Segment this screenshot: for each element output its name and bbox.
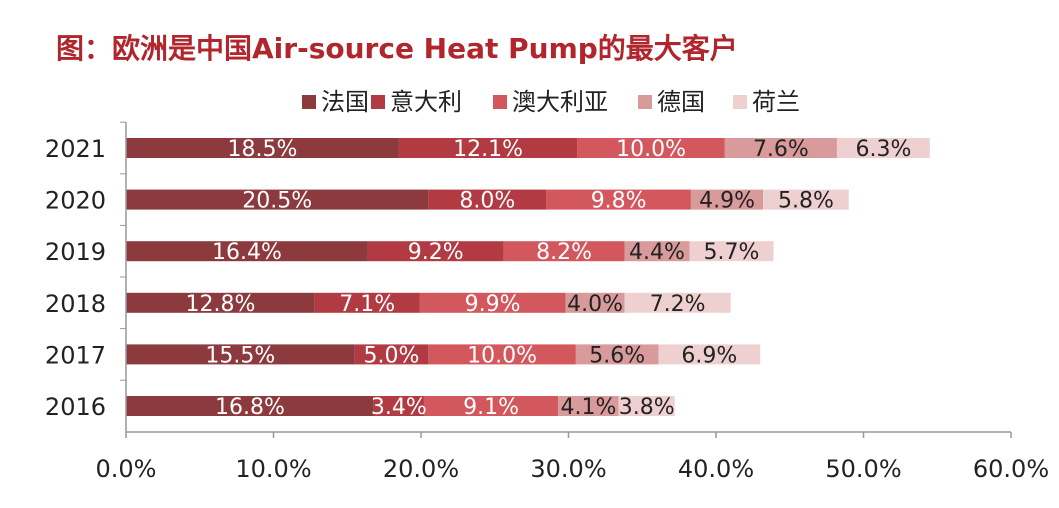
- x-tick-label-6: 60.0%: [973, 455, 1049, 483]
- bar-2019-series-4: [624, 241, 690, 262]
- legend-label-4: 德国: [657, 88, 705, 116]
- chart-title: 图：欧洲是中国Air-source Heat Pump的最大客户: [56, 32, 738, 65]
- data-labels-group: 18.5% 12.1% 10.0% 7.6% 6.3% 20.5% 8.0% 9.8% 4.9%…: [185, 137, 911, 420]
- bar-2020-series-1: [126, 189, 429, 210]
- data-label-2020-series-5: 5.8%: [778, 189, 834, 214]
- data-label-2019-series-5: 5.7%: [704, 240, 760, 265]
- data-label-2020-series-2: 8.0%: [459, 189, 515, 214]
- bar-2017-series-4: [575, 344, 659, 365]
- bar-2021-series-4: [724, 138, 837, 158]
- bar-2019-series-1: [126, 241, 368, 262]
- x-tick-label-0: 0.0%: [96, 455, 157, 483]
- category-label-2016: 2016: [45, 393, 106, 421]
- data-label-2018-series-3: 9.9%: [465, 292, 521, 317]
- data-label-2017-series-3: 10.0%: [467, 343, 537, 368]
- bar-2017-series-3: [428, 344, 576, 365]
- bar-2020-series-5: [763, 189, 849, 210]
- x-tick-label-1: 10.0%: [235, 455, 311, 483]
- x-tick-label-3: 30.0%: [530, 455, 606, 483]
- data-label-2018-series-5: 7.2%: [650, 292, 706, 317]
- data-label-2019-series-2: 9.2%: [408, 240, 464, 265]
- bar-2018-series-3: [419, 292, 566, 313]
- data-label-2020-series-4: 4.9%: [699, 189, 755, 214]
- bar-2018-series-2: [314, 292, 420, 313]
- bar-2021-series-1: [126, 138, 399, 158]
- category-label-2017: 2017: [45, 341, 106, 369]
- bar-2020-series-2: [428, 189, 547, 210]
- data-label-2017-series-2: 5.0%: [364, 343, 420, 368]
- data-label-2018-series-2: 7.1%: [339, 292, 395, 317]
- bar-2018-series-1: [126, 292, 315, 313]
- data-label-2016-series-4: 4.1%: [560, 395, 616, 420]
- bars-group: [126, 138, 930, 416]
- legend-swatch-4: [638, 95, 652, 109]
- legend: 法国 意大利 澳大利亚 德国 荷兰: [302, 88, 800, 116]
- x-tick-label-2: 20.0%: [383, 455, 459, 483]
- bar-2021-series-3: [577, 138, 725, 158]
- data-label-2019-series-1: 16.4%: [212, 240, 282, 265]
- legend-label-3: 澳大利亚: [512, 88, 608, 116]
- legend-swatch-1: [302, 95, 316, 109]
- bar-2021-series-5: [836, 138, 930, 158]
- category-label-2021: 2021: [45, 135, 106, 163]
- x-tick-label-4: 40.0%: [678, 455, 754, 483]
- data-label-2016-series-3: 9.1%: [463, 395, 519, 420]
- bar-2020-series-3: [546, 189, 691, 210]
- bar-2018-series-5: [624, 292, 731, 313]
- bar-2016-series-2: [373, 396, 424, 416]
- bar-2016-series-3: [423, 396, 559, 416]
- data-label-2021-series-5: 6.3%: [855, 137, 911, 162]
- data-label-2020-series-3: 9.8%: [591, 189, 647, 214]
- category-label-2018: 2018: [45, 290, 106, 318]
- data-label-2017-series-1: 15.5%: [205, 343, 275, 368]
- bar-2017-series-1: [126, 344, 355, 365]
- category-label-2019: 2019: [45, 238, 106, 266]
- data-label-2016-series-5: 3.8%: [619, 395, 675, 420]
- bar-2016-series-1: [126, 396, 374, 416]
- bar-2020-series-4: [690, 189, 764, 210]
- data-label-2018-series-1: 12.8%: [185, 292, 255, 317]
- bar-2016-series-4: [558, 396, 619, 416]
- data-label-2016-series-1: 16.8%: [215, 395, 285, 420]
- x-tick-label-5: 50.0%: [825, 455, 901, 483]
- data-label-2017-series-4: 5.6%: [589, 343, 645, 368]
- legend-swatch-5: [733, 95, 747, 109]
- bar-2019-series-5: [689, 241, 774, 262]
- bar-2017-series-2: [354, 344, 429, 365]
- legend-swatch-3: [493, 95, 507, 109]
- legend-label-1: 法国: [321, 88, 369, 116]
- data-label-2020-series-1: 20.5%: [242, 189, 312, 214]
- data-label-2017-series-5: 6.9%: [681, 343, 737, 368]
- bar-2019-series-2: [367, 241, 504, 262]
- legend-swatch-2: [371, 95, 385, 109]
- data-label-2021-series-1: 18.5%: [227, 137, 297, 162]
- data-label-2021-series-3: 10.0%: [616, 137, 686, 162]
- data-label-2021-series-4: 7.6%: [753, 137, 809, 162]
- category-label-2020: 2020: [45, 187, 106, 215]
- data-label-2019-series-3: 8.2%: [536, 240, 592, 265]
- axes-group: 2021 2020 2019 2018 2017 2016 0.0% 10.0% 20.0% 30…: [45, 121, 1049, 483]
- bar-2021-series-2: [398, 138, 578, 158]
- legend-label-2: 意大利: [390, 88, 462, 116]
- bar-2018-series-4: [565, 292, 625, 313]
- bar-2016-series-5: [618, 396, 675, 416]
- data-label-2016-series-2: 3.4%: [371, 395, 427, 420]
- data-label-2018-series-4: 4.0%: [567, 292, 623, 317]
- data-label-2021-series-2: 12.1%: [453, 137, 523, 162]
- data-label-2019-series-4: 4.4%: [629, 240, 685, 265]
- bar-2019-series-3: [503, 241, 625, 262]
- legend-label-5: 荷兰: [752, 88, 800, 116]
- bar-2017-series-5: [658, 344, 761, 365]
